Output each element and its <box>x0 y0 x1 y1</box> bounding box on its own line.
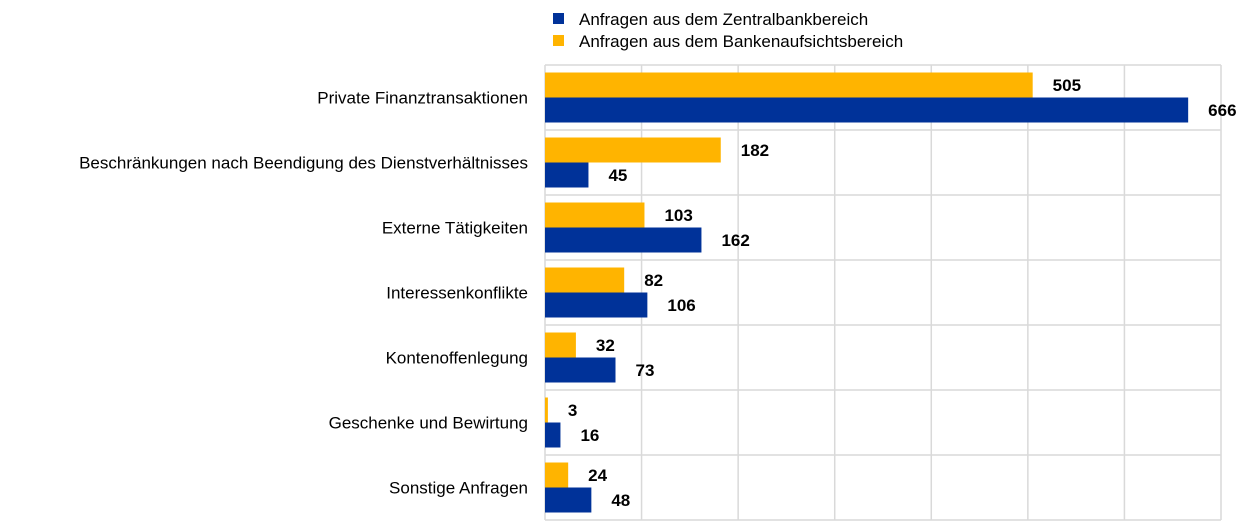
category-labels: Private Finanztransaktionen Beschränkunge… <box>79 89 528 498</box>
bar-zentralbank <box>545 227 702 253</box>
data-label: 32 <box>596 336 615 355</box>
data-label: 82 <box>644 271 663 290</box>
data-label: 48 <box>611 491 630 510</box>
bar-bankenaufsicht <box>545 202 645 228</box>
bar-bankenaufsicht <box>545 137 721 163</box>
data-label: 182 <box>741 141 769 160</box>
data-label: 103 <box>664 206 692 225</box>
data-label: 505 <box>1053 76 1081 95</box>
category-label: Kontenoffenlegung <box>386 349 528 368</box>
bar-bankenaufsicht <box>545 397 548 423</box>
legend-label: Anfragen aus dem Zentralbankbereich <box>579 10 868 29</box>
data-label: 16 <box>580 426 599 445</box>
bar-bankenaufsicht <box>545 332 576 358</box>
bar-bankenaufsicht <box>545 462 569 488</box>
category-label: Beschränkungen nach Beendigung des Diens… <box>79 154 528 173</box>
data-label: 45 <box>608 166 627 185</box>
bar-bankenaufsicht <box>545 72 1033 98</box>
bar-zentralbank <box>545 487 592 513</box>
category-label: Externe Tätigkeiten <box>382 219 528 238</box>
bar-zentralbank <box>545 97 1189 123</box>
category-label: Geschenke und Bewirtung <box>329 414 528 433</box>
data-label: 666 <box>1208 101 1236 120</box>
bars <box>545 72 1189 513</box>
bar-bankenaufsicht <box>545 267 625 293</box>
legend-swatch <box>553 35 564 46</box>
category-label: Sonstige Anfragen <box>389 479 528 498</box>
data-label: 24 <box>588 466 607 485</box>
legend-label: Anfragen aus dem Bankenaufsichtsbereich <box>579 32 903 51</box>
category-label: Interessenkonflikte <box>386 284 528 303</box>
grid <box>544 64 1222 521</box>
bar-zentralbank <box>545 357 616 383</box>
data-label: 73 <box>635 361 654 380</box>
bar-zentralbank <box>545 292 648 318</box>
bar-zentralbank <box>545 422 561 448</box>
legend: Anfragen aus dem Zentralbankbereich Anfra… <box>553 10 903 51</box>
category-label: Private Finanztransaktionen <box>317 89 528 108</box>
legend-swatch <box>553 13 564 24</box>
bar-zentralbank <box>545 162 589 188</box>
data-label: 3 <box>568 401 577 420</box>
data-label: 162 <box>721 231 749 250</box>
data-label: 106 <box>667 296 695 315</box>
